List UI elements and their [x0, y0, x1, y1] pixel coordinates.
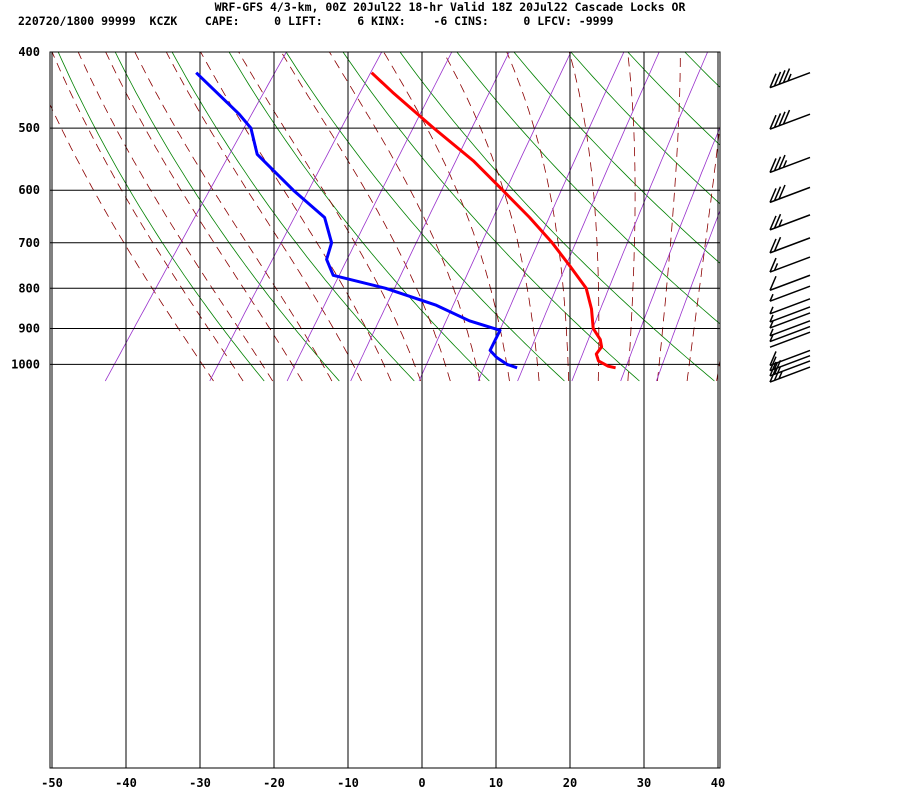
wind-barb	[769, 68, 811, 89]
background-lines	[50, 43, 900, 382]
wind-barb	[769, 274, 811, 291]
y-tick-label: 800	[18, 281, 40, 295]
moist-adiabat	[50, 103, 214, 382]
moist-adiabat	[165, 52, 362, 382]
temperature-line	[370, 71, 616, 370]
moist-adiabat	[506, 52, 570, 382]
moist-adiabat	[686, 122, 720, 382]
moist-adiabat	[568, 52, 600, 381]
mixing-ratio-line	[517, 52, 660, 382]
wind-barb	[769, 285, 811, 302]
wind-barb	[769, 154, 811, 174]
x-tick-label: -20	[263, 776, 285, 790]
wind-barb	[769, 320, 811, 337]
x-tick-label: 40	[711, 776, 725, 790]
wind-barb	[769, 213, 811, 231]
moist-adiabat	[627, 52, 636, 382]
dry-adiabat	[114, 52, 340, 382]
moist-adiabat	[134, 52, 333, 382]
dry-adiabat	[846, 43, 900, 381]
mixing-ratio-line	[656, 209, 720, 382]
wind-barb	[769, 236, 811, 254]
moist-adiabat	[51, 52, 244, 382]
x-tick-label: 30	[637, 776, 651, 790]
chart-title: WRF-GFS 4/3-km, 00Z 20Jul22 18-hr Valid …	[214, 0, 686, 14]
wind-barb	[769, 184, 811, 204]
mixing-ratio-line	[209, 52, 383, 382]
x-axis-ticks: -50 -40 -30 -20 -10 0 10 20 30 40	[41, 776, 725, 790]
wind-barb	[769, 349, 811, 367]
wind-barb	[769, 325, 811, 343]
wind-barbs	[769, 68, 811, 383]
mixing-ratio-line	[104, 52, 287, 382]
wind-barb	[769, 256, 811, 273]
y-tick-label: 900	[18, 321, 40, 335]
y-tick-label: 1000	[11, 357, 40, 371]
x-tick-label: -40	[115, 776, 137, 790]
moist-adiabat	[657, 52, 681, 382]
moist-adiabat	[200, 52, 392, 382]
dry-adiabat	[228, 52, 490, 382]
wind-barb	[769, 306, 811, 323]
wind-barb	[769, 331, 811, 348]
moist-adiabat	[280, 52, 451, 382]
moist-adiabat	[105, 52, 303, 382]
x-tick-label: 10	[489, 776, 503, 790]
wind-barb	[769, 298, 811, 315]
y-axis-ticks: 400 500 600 700 800 900 1000	[11, 45, 40, 371]
sounding-series	[195, 71, 616, 370]
moist-adiabat	[77, 52, 274, 382]
dry-adiabat	[627, 52, 720, 146]
moist-adiabat	[383, 52, 510, 382]
sounding-indices: 220720/1800 99999 KCZK CAPE: 0 LIFT: 6 K…	[18, 14, 614, 28]
plot-frame	[49, 51, 721, 769]
wind-barb	[769, 312, 811, 329]
dry-adiabat	[57, 52, 265, 382]
x-tick-label: -30	[189, 776, 211, 790]
dry-adiabat	[733, 43, 900, 381]
dry-adiabat	[570, 52, 720, 205]
x-tick-label: 20	[563, 776, 577, 790]
dewpoint-line	[195, 71, 518, 370]
dry-adiabat	[790, 43, 900, 381]
x-tick-label: -50	[41, 776, 63, 790]
dry-adiabat	[171, 52, 415, 382]
x-tick-label: -10	[337, 776, 359, 790]
y-tick-label: 600	[18, 183, 40, 197]
y-tick-label: 400	[18, 45, 40, 59]
moist-adiabat	[716, 357, 720, 382]
y-tick-label: 500	[18, 121, 40, 135]
wind-barb	[769, 109, 811, 130]
dry-adiabat	[684, 52, 720, 88]
x-tick-label: 0	[418, 776, 425, 790]
y-tick-label: 700	[18, 236, 40, 250]
